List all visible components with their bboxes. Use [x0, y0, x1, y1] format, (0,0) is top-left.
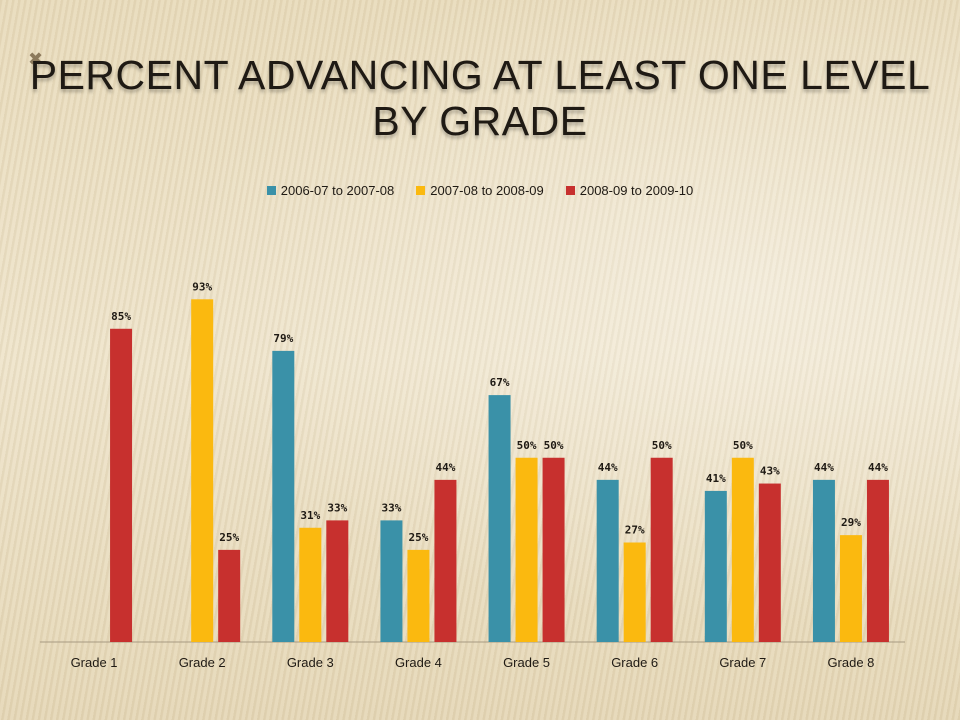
- data-label-series-1-grade-8: 44%: [814, 461, 834, 474]
- bar-series-1-grade-4: [380, 520, 403, 642]
- data-label-series-2-grade-8: 29%: [841, 516, 861, 529]
- bar-series-2-grade-6: [623, 542, 646, 642]
- legend-item-series-3: 2008-09 to 2009-10: [565, 183, 694, 198]
- legend-label-series-1: 2006-07 to 2007-08: [280, 183, 395, 198]
- data-label-series-3-grade-3: 33%: [327, 501, 347, 514]
- legend-swatch-series-3: [565, 186, 575, 195]
- bar-series-1-grade-6: [596, 479, 619, 642]
- bar-series-1-grade-5: [488, 395, 511, 642]
- title-bullet-icon: ✖: [28, 49, 44, 69]
- category-label-grade-6: Grade 6: [611, 655, 658, 670]
- category-label-grade-7: Grade 7: [719, 655, 766, 670]
- category-label-grade-4: Grade 4: [395, 655, 442, 670]
- legend-swatch-series-1: [266, 186, 276, 195]
- bar-series-1-grade-8: [812, 479, 835, 642]
- data-label-series-2-grade-2: 93%: [192, 280, 212, 293]
- bar-series-1-grade-3: [272, 350, 295, 642]
- bar-series-3-grade-3: [326, 520, 349, 642]
- data-label-series-2-grade-5: 50%: [517, 439, 537, 452]
- data-label-series-1-grade-4: 33%: [382, 501, 402, 514]
- bar-series-3-grade-8: [866, 479, 889, 642]
- bar-series-3-grade-6: [650, 457, 673, 642]
- chart-title-line-1: PERCENT ADVANCING AT LEAST ONE LEVEL: [29, 52, 931, 98]
- bar-series-1-grade-7: [704, 490, 727, 642]
- bar-series-2-grade-2: [191, 299, 214, 642]
- data-label-series-1-grade-5: 67%: [490, 376, 510, 389]
- bar-series-2-grade-7: [731, 457, 754, 642]
- data-label-series-3-grade-8: 44%: [868, 461, 888, 474]
- category-label-grade-2: Grade 2: [179, 655, 226, 670]
- bar-series-3-grade-7: [758, 483, 781, 642]
- chart-title: PERCENT ADVANCING AT LEAST ONE LEVEL BY …: [0, 52, 960, 144]
- data-label-series-3-grade-6: 50%: [652, 439, 672, 452]
- chart-legend: 2006-07 to 2007-08 2007-08 to 2008-09 20…: [0, 183, 960, 198]
- data-label-series-1-grade-7: 41%: [706, 472, 726, 485]
- category-label-grade-1: Grade 1: [71, 655, 118, 670]
- bar-series-3-grade-4: [434, 479, 457, 642]
- bar-series-2-grade-3: [299, 527, 322, 642]
- data-label-series-1-grade-3: 79%: [273, 332, 293, 345]
- data-label-series-3-grade-5: 50%: [544, 439, 564, 452]
- legend-label-series-3: 2008-09 to 2009-10: [579, 183, 694, 198]
- data-label-series-1-grade-6: 44%: [598, 461, 618, 474]
- data-label-series-2-grade-3: 31%: [300, 509, 320, 522]
- bar-series-2-grade-5: [515, 457, 538, 642]
- bar-series-3-grade-5: [542, 457, 565, 642]
- bar-series-2-grade-8: [839, 535, 862, 642]
- data-label-series-2-grade-4: 25%: [409, 531, 429, 544]
- data-label-series-3-grade-2: 25%: [219, 531, 239, 544]
- chart-title-line-2: BY GRADE: [372, 98, 588, 144]
- bar-series-3-grade-1: [110, 328, 133, 642]
- category-label-grade-5: Grade 5: [503, 655, 550, 670]
- data-label-series-3-grade-4: 44%: [436, 461, 456, 474]
- category-label-grade-8: Grade 8: [827, 655, 874, 670]
- legend-item-series-2: 2007-08 to 2008-09: [416, 183, 544, 198]
- legend-swatch-series-2: [416, 186, 426, 195]
- data-label-series-3-grade-7: 43%: [760, 465, 780, 478]
- category-label-grade-3: Grade 3: [287, 655, 334, 670]
- bar-series-3-grade-2: [218, 549, 241, 642]
- legend-label-series-2: 2007-08 to 2008-09: [430, 183, 544, 198]
- data-label-series-2-grade-6: 27%: [625, 524, 645, 537]
- data-label-series-2-grade-7: 50%: [733, 439, 753, 452]
- legend-item-series-1: 2006-07 to 2007-08: [266, 183, 395, 198]
- data-label-series-3-grade-1: 85%: [111, 310, 131, 323]
- bar-series-2-grade-4: [407, 549, 430, 642]
